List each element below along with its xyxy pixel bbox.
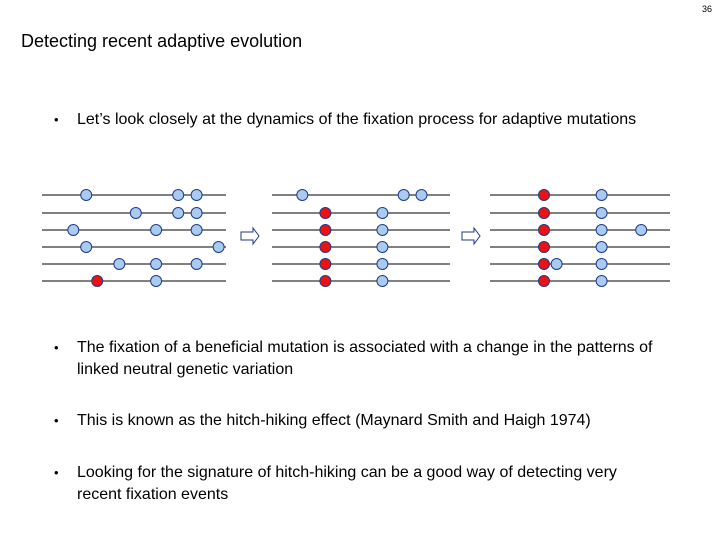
neutral-mutation [150, 275, 163, 287]
neutral-mutation [376, 275, 389, 287]
neutral-mutation [190, 207, 203, 219]
arrow-icon [240, 226, 260, 246]
neutral-mutation [595, 189, 608, 201]
neutral-mutation [595, 224, 608, 236]
beneficial-mutation [538, 207, 550, 219]
neutral-mutation [635, 224, 648, 236]
neutral-mutation [190, 224, 203, 236]
beneficial-mutation [319, 258, 332, 270]
neutral-mutation [80, 189, 93, 201]
neutral-mutation [376, 241, 389, 253]
neutral-mutation [376, 224, 389, 236]
panel-before [42, 189, 226, 287]
page-number: 36 [701, 4, 712, 14]
neutral-mutation [80, 241, 93, 253]
bullet-marker: • [54, 465, 59, 480]
neutral-mutation [595, 241, 608, 253]
neutral-mutation [595, 275, 608, 287]
beneficial-mutation [538, 258, 550, 270]
neutral-mutation [113, 258, 126, 270]
panel-during [272, 189, 450, 287]
bullet-text: This is known as the hitch-hiking effect… [77, 412, 591, 429]
neutral-mutation [212, 241, 225, 253]
bullet-marker: • [54, 340, 59, 355]
beneficial-mutation [319, 224, 332, 236]
neutral-mutation [415, 189, 428, 201]
beneficial-mutation [319, 207, 332, 219]
panel-after [490, 189, 670, 287]
neutral-mutation [150, 224, 163, 236]
bullet-text: The fixation of a beneficial mutation is… [77, 339, 653, 378]
neutral-mutation [376, 207, 389, 219]
beneficial-mutation [538, 224, 550, 236]
beneficial-mutation [538, 189, 550, 201]
neutral-mutation [595, 258, 608, 270]
bullet-text: Let’s look closely at the dynamics of th… [77, 111, 637, 128]
bullet-marker: • [54, 112, 59, 127]
neutral-mutation [376, 258, 389, 270]
hitch-hiking-diagram [42, 189, 670, 287]
neutral-mutation [190, 189, 203, 201]
beneficial-mutation [319, 241, 332, 253]
neutral-mutation [172, 189, 185, 201]
neutral-mutation [172, 207, 185, 219]
neutral-mutation [397, 189, 410, 201]
neutral-mutation [129, 207, 142, 219]
bullet-text: Looking for the signature of hitch-hikin… [77, 464, 617, 503]
neutral-mutation [67, 224, 80, 236]
beneficial-mutation [538, 275, 550, 287]
beneficial-mutation [319, 275, 332, 287]
neutral-mutation [190, 258, 203, 270]
neutral-mutation [550, 258, 563, 270]
bullet-marker: • [54, 413, 59, 428]
beneficial-mutation [91, 275, 104, 287]
beneficial-mutation [538, 241, 550, 253]
slide-title: Detecting recent adaptive evolution [21, 31, 303, 51]
neutral-mutation [150, 258, 163, 270]
neutral-mutation [595, 207, 608, 219]
neutral-mutation [296, 189, 309, 201]
arrow-icon [461, 226, 481, 246]
